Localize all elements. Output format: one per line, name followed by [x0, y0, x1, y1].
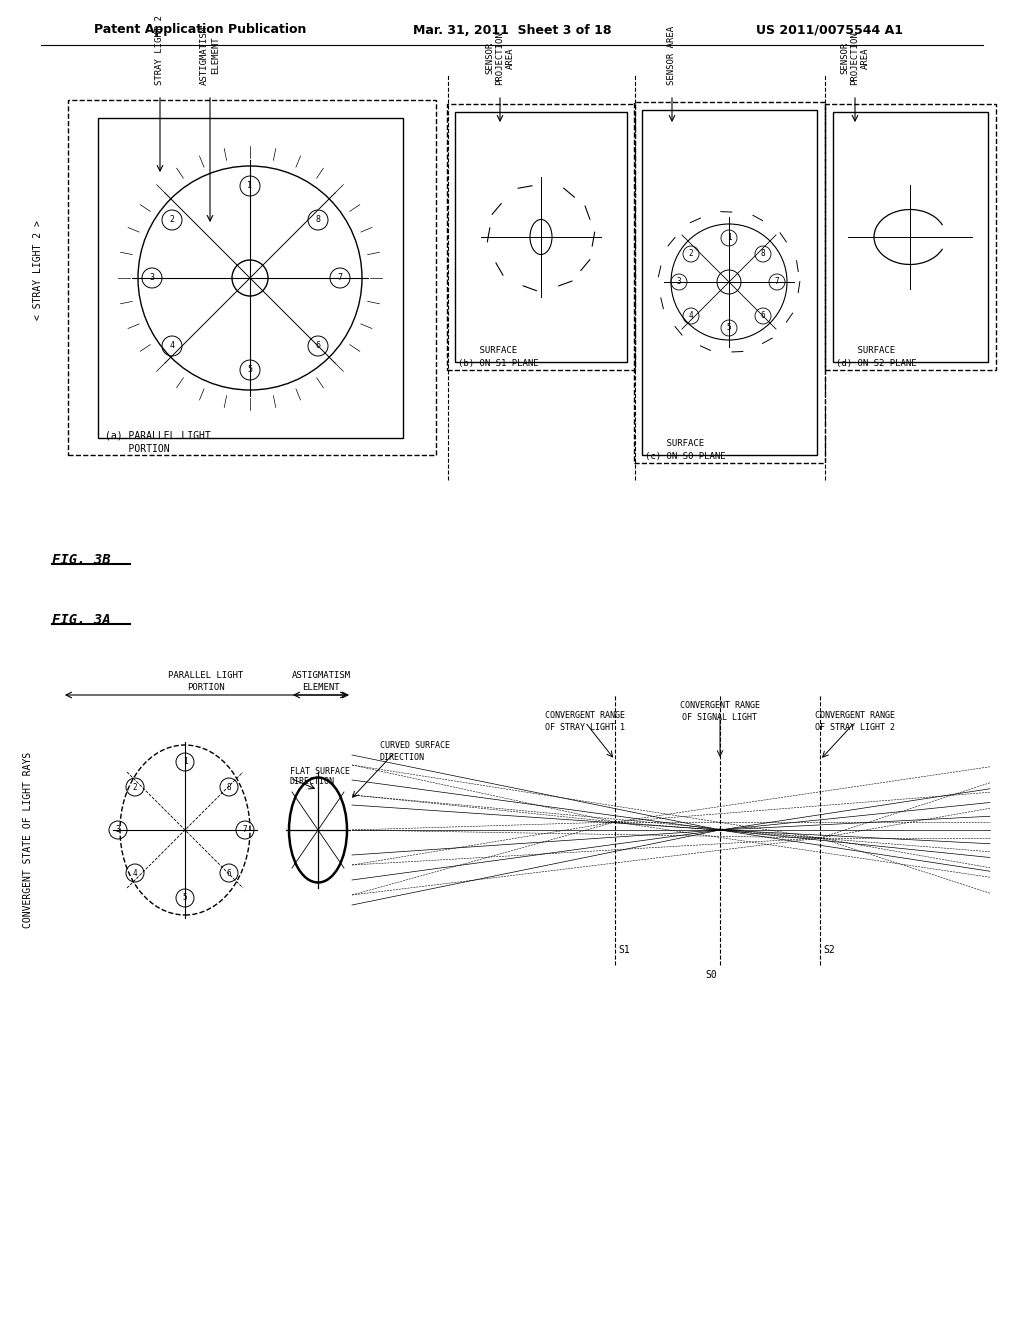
- Text: US 2011/0075544 A1: US 2011/0075544 A1: [757, 24, 903, 37]
- Text: ELEMENT: ELEMENT: [302, 682, 340, 692]
- Bar: [634, 102, 825, 463]
- Bar: [447, 104, 635, 370]
- Text: (c) ON S0 PLANE: (c) ON S0 PLANE: [645, 451, 726, 461]
- Text: 6: 6: [761, 312, 765, 321]
- Text: 2: 2: [689, 249, 693, 259]
- Text: CONVERGENT RANGE: CONVERGENT RANGE: [680, 701, 760, 710]
- Text: ASTIGMATISM: ASTIGMATISM: [292, 671, 350, 680]
- Text: 3: 3: [116, 825, 120, 834]
- Text: FIG. 3B: FIG. 3B: [52, 553, 111, 568]
- Text: DIRECTION: DIRECTION: [380, 752, 425, 762]
- Text: OF STRAY LIGHT 2: OF STRAY LIGHT 2: [815, 722, 895, 731]
- Text: 8: 8: [226, 783, 231, 792]
- Text: (b) ON S1 PLANE: (b) ON S1 PLANE: [458, 359, 539, 368]
- Text: ASTIGMATISM
ELEMENT: ASTIGMATISM ELEMENT: [201, 26, 220, 84]
- Text: PARALLEL LIGHT: PARALLEL LIGHT: [168, 671, 244, 680]
- Text: 5: 5: [248, 366, 253, 375]
- Text: OF STRAY LIGHT 1: OF STRAY LIGHT 1: [545, 722, 625, 731]
- Text: (a) PARALLEL LIGHT: (a) PARALLEL LIGHT: [105, 430, 211, 440]
- Text: PORTION: PORTION: [187, 682, 225, 692]
- Text: S2: S2: [823, 945, 835, 954]
- Text: 1: 1: [182, 758, 187, 767]
- Text: 3: 3: [150, 273, 155, 282]
- Text: 1: 1: [248, 181, 253, 190]
- Text: DIRECTION: DIRECTION: [290, 777, 335, 787]
- Text: 5: 5: [182, 894, 187, 903]
- Bar: [98, 117, 403, 438]
- Text: 8: 8: [761, 249, 765, 259]
- Text: 7: 7: [775, 277, 779, 286]
- Text: CONVERGENT STATE OF LIGHT RAYS: CONVERGENT STATE OF LIGHT RAYS: [23, 752, 33, 928]
- Text: 3: 3: [677, 277, 681, 286]
- Bar: [68, 100, 436, 455]
- Text: SENSOR
PROJECTION
AREA: SENSOR PROJECTION AREA: [840, 32, 870, 84]
- Text: Patent Application Publication: Patent Application Publication: [94, 24, 306, 37]
- Text: (d) ON S2 PLANE: (d) ON S2 PLANE: [836, 359, 916, 368]
- Text: 6: 6: [226, 869, 231, 878]
- Text: 7: 7: [338, 273, 342, 282]
- Text: 4: 4: [170, 342, 174, 351]
- Bar: [833, 112, 988, 362]
- Text: FIG. 3A: FIG. 3A: [52, 612, 111, 627]
- Text: CONVERGENT RANGE: CONVERGENT RANGE: [815, 710, 895, 719]
- Text: OF SIGNAL LIGHT: OF SIGNAL LIGHT: [683, 713, 758, 722]
- Text: SURFACE: SURFACE: [836, 346, 895, 355]
- Text: S0: S0: [706, 970, 717, 979]
- Bar: [825, 104, 996, 370]
- Text: Mar. 31, 2011  Sheet 3 of 18: Mar. 31, 2011 Sheet 3 of 18: [413, 24, 611, 37]
- Text: STRAY LIGHT 2: STRAY LIGHT 2: [156, 15, 165, 84]
- Text: 8: 8: [315, 215, 321, 224]
- Text: SENSOR
PROJECTION
AREA: SENSOR PROJECTION AREA: [485, 32, 515, 84]
- Text: SURFACE: SURFACE: [645, 440, 705, 447]
- Text: CURVED SURFACE: CURVED SURFACE: [380, 741, 450, 750]
- Bar: [642, 110, 817, 455]
- Text: 1: 1: [727, 234, 731, 243]
- Text: CONVERGENT RANGE: CONVERGENT RANGE: [545, 710, 625, 719]
- Text: 5: 5: [727, 323, 731, 333]
- Text: PORTION: PORTION: [105, 444, 170, 454]
- Text: 7: 7: [243, 825, 248, 834]
- Text: FLAT SURFACE: FLAT SURFACE: [290, 767, 350, 776]
- Text: 4: 4: [133, 869, 137, 878]
- Text: SENSOR AREA: SENSOR AREA: [668, 26, 677, 84]
- Text: 4: 4: [689, 312, 693, 321]
- Text: 6: 6: [315, 342, 321, 351]
- Text: < STRAY LIGHT 2 >: < STRAY LIGHT 2 >: [33, 220, 43, 319]
- Text: S1: S1: [618, 945, 630, 954]
- Bar: [455, 112, 627, 362]
- Text: 2: 2: [133, 783, 137, 792]
- Text: SURFACE: SURFACE: [458, 346, 517, 355]
- Text: 2: 2: [170, 215, 174, 224]
